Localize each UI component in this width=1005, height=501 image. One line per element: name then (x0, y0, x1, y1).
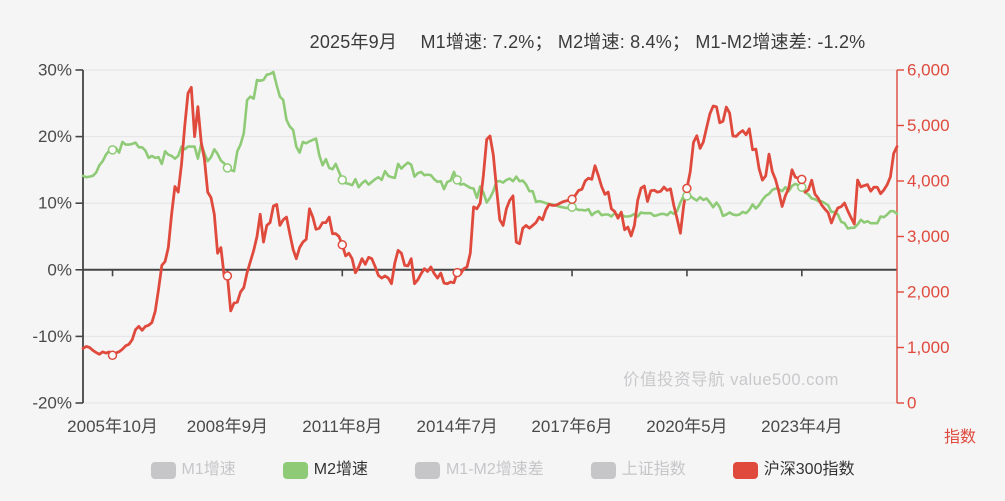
legend-label: M1-M2增速差 (445, 461, 544, 478)
right-axis-tick-label: 0 (907, 394, 916, 413)
legend-label: 沪深300指数 (763, 461, 855, 478)
x-axis-tick-label: 2017年6月 (531, 417, 612, 436)
data-point-marker (797, 182, 807, 192)
y-axis-tick-label: -10% (32, 327, 72, 346)
right-axis-tick-label: 2,000 (907, 283, 950, 302)
y-axis-tick-label: 30% (38, 61, 72, 80)
x-axis-tick-label: 2005年10月 (67, 417, 158, 436)
data-point-marker (452, 175, 462, 185)
data-point-marker (337, 175, 348, 185)
csi300-index-line (81, 85, 899, 357)
chart-title: 2025年9月 M1增速: 7.2%； M2增速: 8.4%； M1-M2增速差… (309, 32, 866, 52)
y-axis-tick-label: 20% (38, 127, 72, 146)
y-axis-tick-label: -20% (32, 394, 72, 413)
m2-growth-line (81, 70, 899, 230)
legend-label: 上证指数 (621, 461, 686, 478)
legend-swatch (414, 461, 440, 479)
x-axis-tick-label: 2020年5月 (646, 417, 727, 436)
legend-swatch (282, 461, 308, 479)
legend: M1增速 M2增速 M1-M2增速差 上证指数 沪深300指数 (0, 461, 1005, 479)
right-axis-name: 指数 (944, 429, 977, 446)
x-axis-tick-label: 2008年9月 (187, 417, 268, 436)
legend-swatch (732, 461, 758, 479)
legend-item-sse-index[interactable]: 上证指数 (590, 461, 686, 479)
legend-item-m1-growth[interactable]: M1增速 (150, 461, 236, 479)
legend-swatch (150, 461, 176, 479)
data-point-marker (567, 194, 577, 205)
watermark: 价值投资导航 value500.com (623, 371, 839, 389)
data-point-marker (452, 267, 462, 278)
data-point-marker (797, 174, 807, 185)
data-point-marker (567, 202, 577, 212)
x-axis-tick-label: 2011年8月 (302, 417, 382, 436)
legend-item-m1-m2-spread[interactable]: M1-M2增速差 (414, 461, 544, 479)
data-point-marker (682, 183, 692, 194)
legend-swatch (590, 461, 616, 479)
right-axis-tick-label: 6,000 (907, 61, 950, 80)
legend-label: M2增速 (313, 461, 368, 478)
data-point-marker (107, 145, 118, 155)
legend-item-m2-growth[interactable]: M2增速 (282, 461, 368, 479)
data-point-marker (222, 163, 233, 173)
x-axis-tick-label: 2023年4月 (761, 417, 842, 436)
legend-item-csi300-index[interactable]: 沪深300指数 (732, 461, 855, 479)
data-point-marker (107, 350, 118, 361)
right-axis-tick-label: 3,000 (907, 227, 950, 246)
y-axis-tick-label: 10% (38, 194, 72, 213)
legend-label: M1增速 (181, 461, 236, 478)
right-axis-tick-label: 4,000 (907, 172, 950, 191)
x-axis-tick-label: 2014年7月 (417, 417, 498, 436)
right-axis-tick-label: 1,000 (907, 338, 950, 357)
data-point-marker (222, 271, 233, 281)
right-axis-tick-label: 5,000 (907, 116, 950, 135)
data-point-marker (337, 240, 348, 250)
y-axis-tick-label: 0% (47, 260, 72, 279)
